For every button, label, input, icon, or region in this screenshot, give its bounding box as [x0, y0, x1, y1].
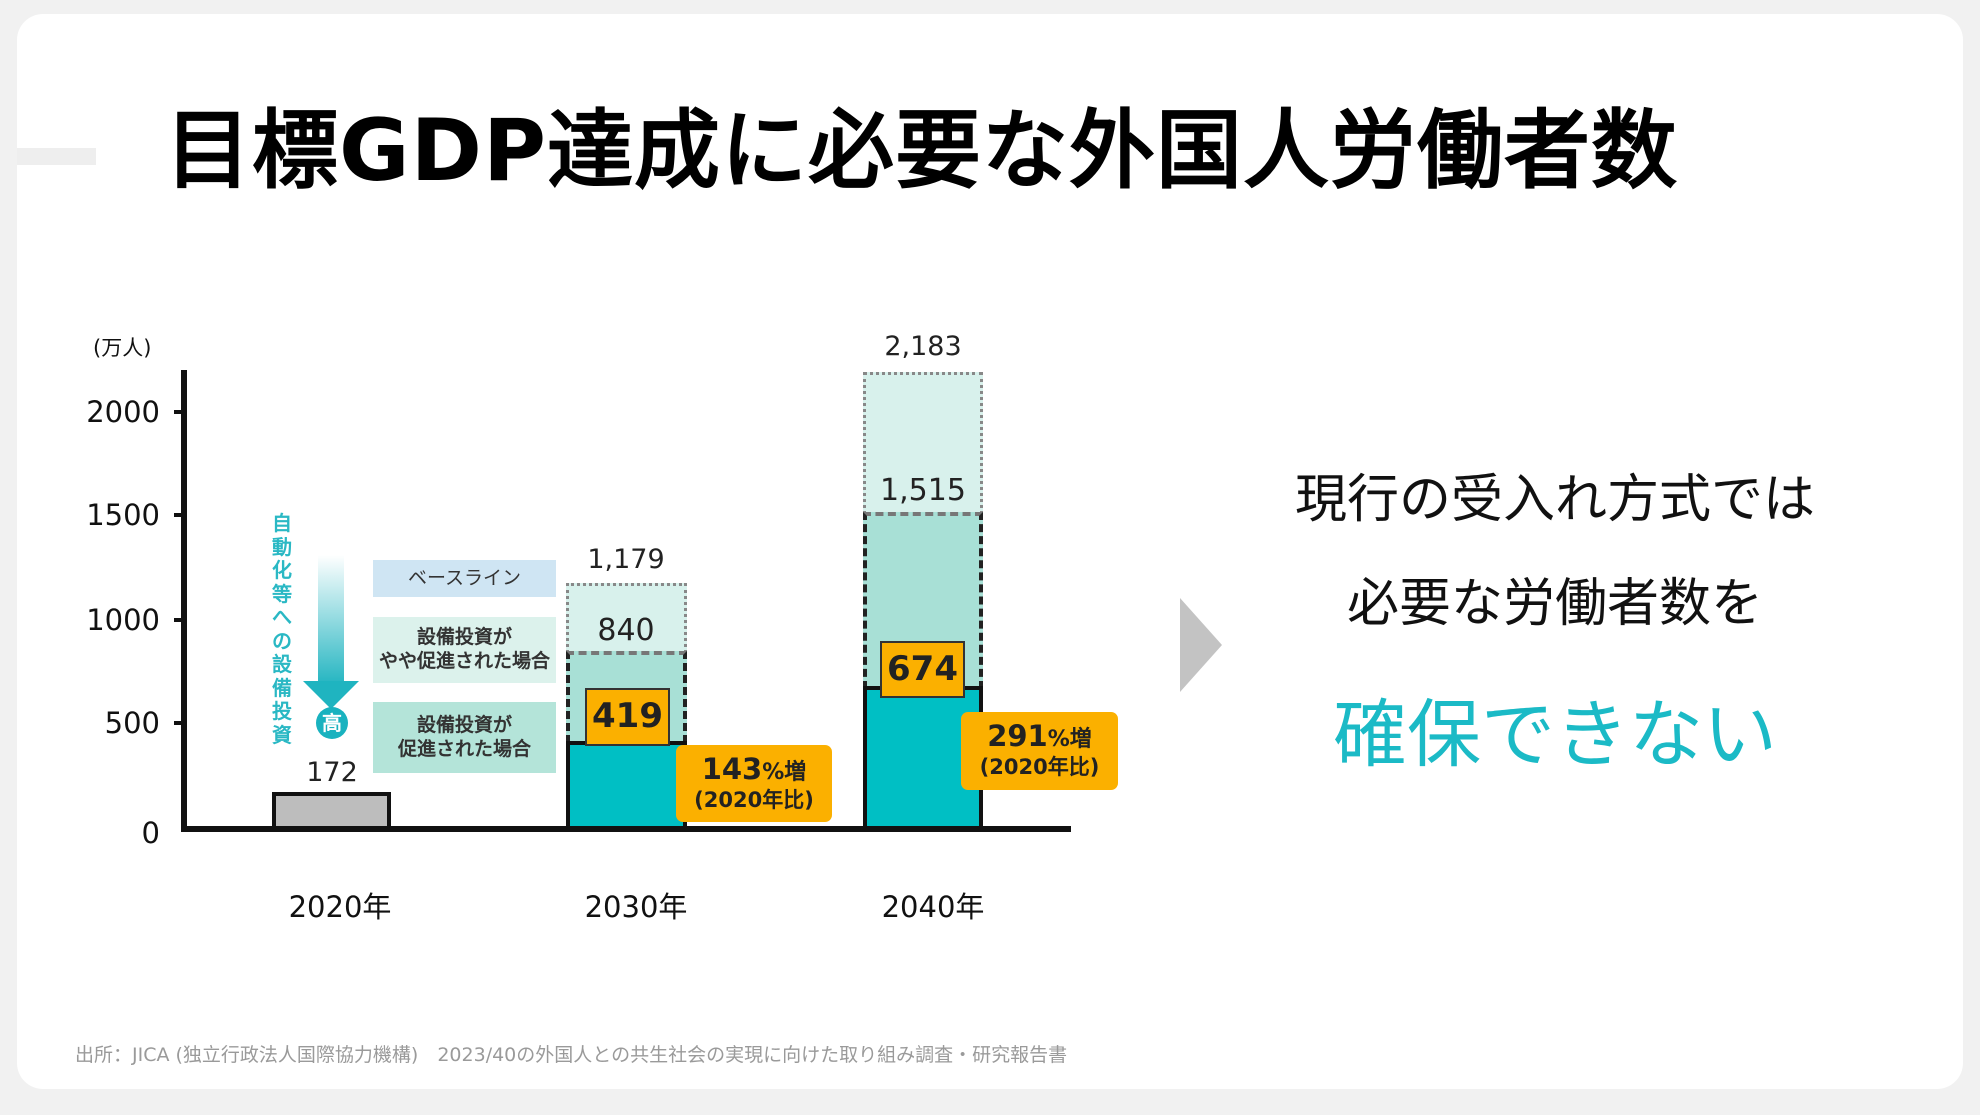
increase-pct-2040: 291: [987, 719, 1048, 753]
y-axis-unit: (万人): [93, 336, 152, 360]
arrow-head-icon: [303, 681, 359, 709]
increase-badge-2030: 143%増 (2020年比): [676, 745, 832, 822]
legend-baseline: ベースライン: [373, 560, 556, 597]
y-tick-label: 500: [104, 706, 160, 740]
x-category-label: 2040年: [881, 890, 985, 924]
bar-value-2030-high: 419: [585, 688, 670, 746]
bar-2040-baseline: [863, 372, 983, 514]
x-axis: [181, 826, 1071, 832]
bar-value-2030-baseline: 1,179: [587, 544, 665, 575]
bar-2030-baseline: [566, 583, 687, 653]
legend-moderate-investment: 設備投資が やや促進された場合: [373, 617, 556, 683]
bar-value-2020: 172: [306, 757, 358, 788]
decorative-side-bar: [17, 148, 96, 165]
high-badge: 高: [316, 707, 348, 739]
bar-2030-high: [566, 741, 687, 829]
message-line-1: 現行の受入れ方式では: [1294, 470, 1815, 530]
increase-suffix-2040: %増: [1047, 727, 1092, 752]
page-title: 目標GDP達成に必要な外国人労働者数: [165, 101, 1679, 201]
y-tick-label: 1000: [86, 603, 160, 637]
y-axis: [181, 370, 187, 832]
x-category-label: 2030年: [584, 890, 688, 924]
bar-value-2040-mid: 1,515: [880, 473, 966, 508]
increase-pct-2030: 143: [701, 752, 763, 786]
legend-baseline-label: ベースライン: [407, 566, 522, 589]
legend-mid-line2: やや促進された場合: [378, 650, 550, 672]
investment-axis-label: 自動化等への設備投資: [272, 511, 292, 747]
increase-note-2030: (2020年比): [694, 788, 814, 812]
x-category-label: 2020年: [288, 890, 392, 924]
y-tick: [174, 618, 183, 622]
bar-value-2040-baseline: 2,183: [884, 331, 962, 362]
message-conclusion: 確保できない: [1333, 692, 1777, 778]
y-tick: [174, 721, 183, 725]
source-citation: 出所：JICA (独立行政法人国際協力機構) 2023/40の外国人との共生社会…: [75, 1044, 1068, 1066]
bar-value-2030-mid: 840: [597, 613, 655, 648]
y-tick-label: 0: [141, 816, 160, 850]
legend-high-line2: 促進された場合: [397, 737, 531, 760]
increase-suffix-2030: %増: [762, 760, 807, 785]
slide-card: [17, 14, 1963, 1089]
legend-mid-line1: 設備投資が: [416, 626, 512, 649]
bar-value-2040-high: 674: [880, 641, 965, 698]
bar-2020: [272, 792, 391, 829]
y-tick-label: 2000: [86, 395, 160, 429]
down-arrow-icon: [318, 555, 344, 683]
legend-high-line1: 設備投資が: [416, 713, 512, 736]
increase-note-2040: (2020年比): [979, 755, 1100, 779]
y-tick: [174, 513, 183, 517]
legend-high-investment: 設備投資が 促進された場合: [373, 702, 556, 773]
chevron-right-icon: [1180, 598, 1222, 692]
increase-badge-2040: 291%増 (2020年比): [961, 712, 1118, 790]
message-line-2: 必要な労働者数を: [1346, 574, 1763, 634]
y-tick: [174, 410, 183, 414]
y-tick-label: 1500: [86, 498, 160, 532]
